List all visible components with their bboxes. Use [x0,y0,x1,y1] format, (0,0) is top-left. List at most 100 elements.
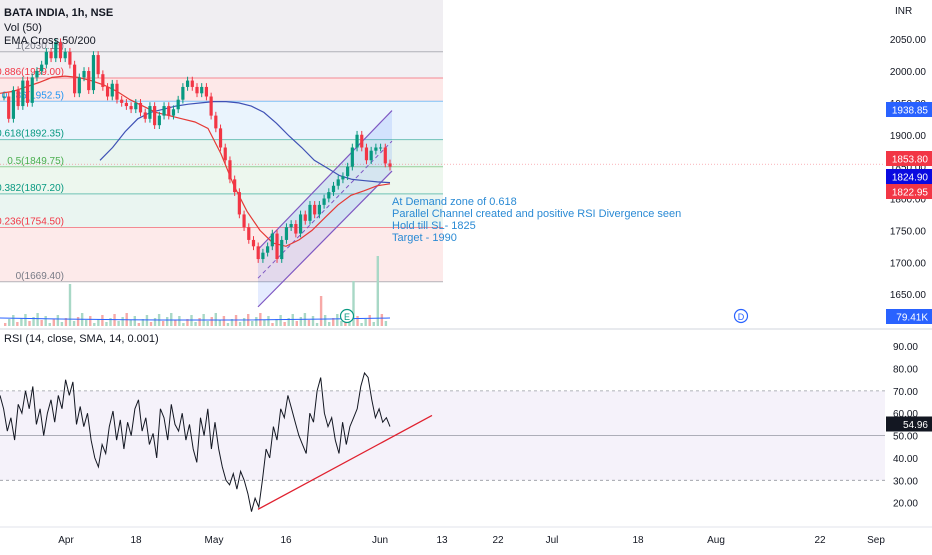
fib-zone [0,227,443,282]
volume-bar [352,281,355,326]
price-axis-tick: 1900.00 [890,131,927,142]
candle-body [251,239,256,247]
candle-body [369,150,373,161]
annotation-line-1: At Demand zone of 0.618 [392,196,517,208]
fib-level-label: 0.236(1754.50) [0,217,64,228]
price-axis-tick: 1850.00 [890,163,927,174]
candle-body [355,134,359,148]
rsi-line [0,371,391,512]
candle-body [289,224,293,228]
volume-bar [133,316,136,326]
fib-level-label: 0.382(1807.20) [0,183,64,194]
candle-body [54,42,58,59]
price-badge [886,169,932,184]
candle-body [322,198,326,205]
volume-bar [255,317,258,326]
price-badge [886,151,932,166]
volume-indicator-label: Vol (50) [4,22,42,34]
candle-body [360,134,364,148]
time-axis-tick: 13 [436,535,448,546]
time-axis-tick: 22 [814,535,826,546]
volume-ma-line [0,317,391,321]
volume-bar [226,323,230,326]
candle-body [341,176,345,180]
channel-fill [258,110,392,307]
channel-upper-line [257,110,393,250]
volume-bar [4,323,7,326]
candle-body [331,185,336,193]
fib-zone-top [0,0,443,52]
volume-bar [206,321,209,326]
volume-bar [129,320,132,326]
candle-body [110,83,114,97]
candle-body [195,86,199,94]
volume-bar [182,323,185,326]
candle-body [77,77,81,94]
candle-body [16,90,20,107]
time-axis-tick: Apr [58,535,74,546]
candle-body [280,239,284,260]
fib-level-label: 0(1669.40) [16,271,64,282]
volume-bar [263,320,266,326]
volume-bar [141,319,145,326]
time-axis-tick: Jul [546,535,559,546]
volume-bar [210,317,213,326]
candle-body [242,214,246,228]
volume-bar [76,317,80,326]
rsi-axis-tick: 20.00 [893,499,918,510]
candle-body [124,102,128,107]
earnings-event-label: E [344,312,350,322]
volume-bar [311,316,315,326]
price-axis-tick: 1750.00 [890,226,927,237]
candle-body [134,102,138,110]
volume-bar [32,317,35,326]
candle-body [204,86,209,97]
candle-body [200,86,204,94]
volume-bar [149,322,153,326]
volume-bar [384,321,388,326]
candle-body [383,147,387,164]
volume-bar [271,323,274,326]
price-badge-label: 1824.90 [892,173,929,184]
volume-bar [218,320,222,326]
candle-body [58,42,63,59]
currency-label: INR [895,6,912,17]
volume-bar [336,314,339,326]
candle-body [185,80,190,87]
price-badge-label: 1853.80 [892,155,929,166]
volume-bar [242,318,246,326]
fib-zone [0,193,443,228]
earnings-event-marker [339,308,355,324]
rsi-axis-tick: 60.00 [893,409,918,420]
volume-bar [97,319,100,326]
volume-bar [145,315,149,326]
volume-bar [198,318,201,326]
volume-bar [121,317,124,326]
time-axis-tick: 22 [492,535,504,546]
rsi-badge-label: 54.96 [903,420,928,431]
rsi-axis-tick: 70.00 [893,387,918,398]
volume-bar [85,320,88,326]
candle-body [275,233,279,260]
candle-body [35,71,39,78]
volume-bar [279,315,282,326]
volume-bar [251,321,254,326]
volume-bar [117,321,120,326]
candle-body [378,147,383,149]
candle-body [167,106,171,116]
candle-body [214,115,218,129]
candle-body [30,77,34,103]
candle-body [7,96,11,119]
price-badge-label: 1938.85 [892,106,929,117]
candle-body [261,252,265,260]
volume-bar [52,319,55,326]
candle-body [298,214,303,234]
time-axis-tick: May [205,535,224,546]
candle-body [228,160,232,180]
volume-bar [283,322,286,326]
candle-body [209,96,213,116]
price-axis-tick: 2050.00 [890,35,927,46]
volume-bar [275,319,278,326]
volume-bar [299,317,303,326]
candle-body [63,51,67,59]
